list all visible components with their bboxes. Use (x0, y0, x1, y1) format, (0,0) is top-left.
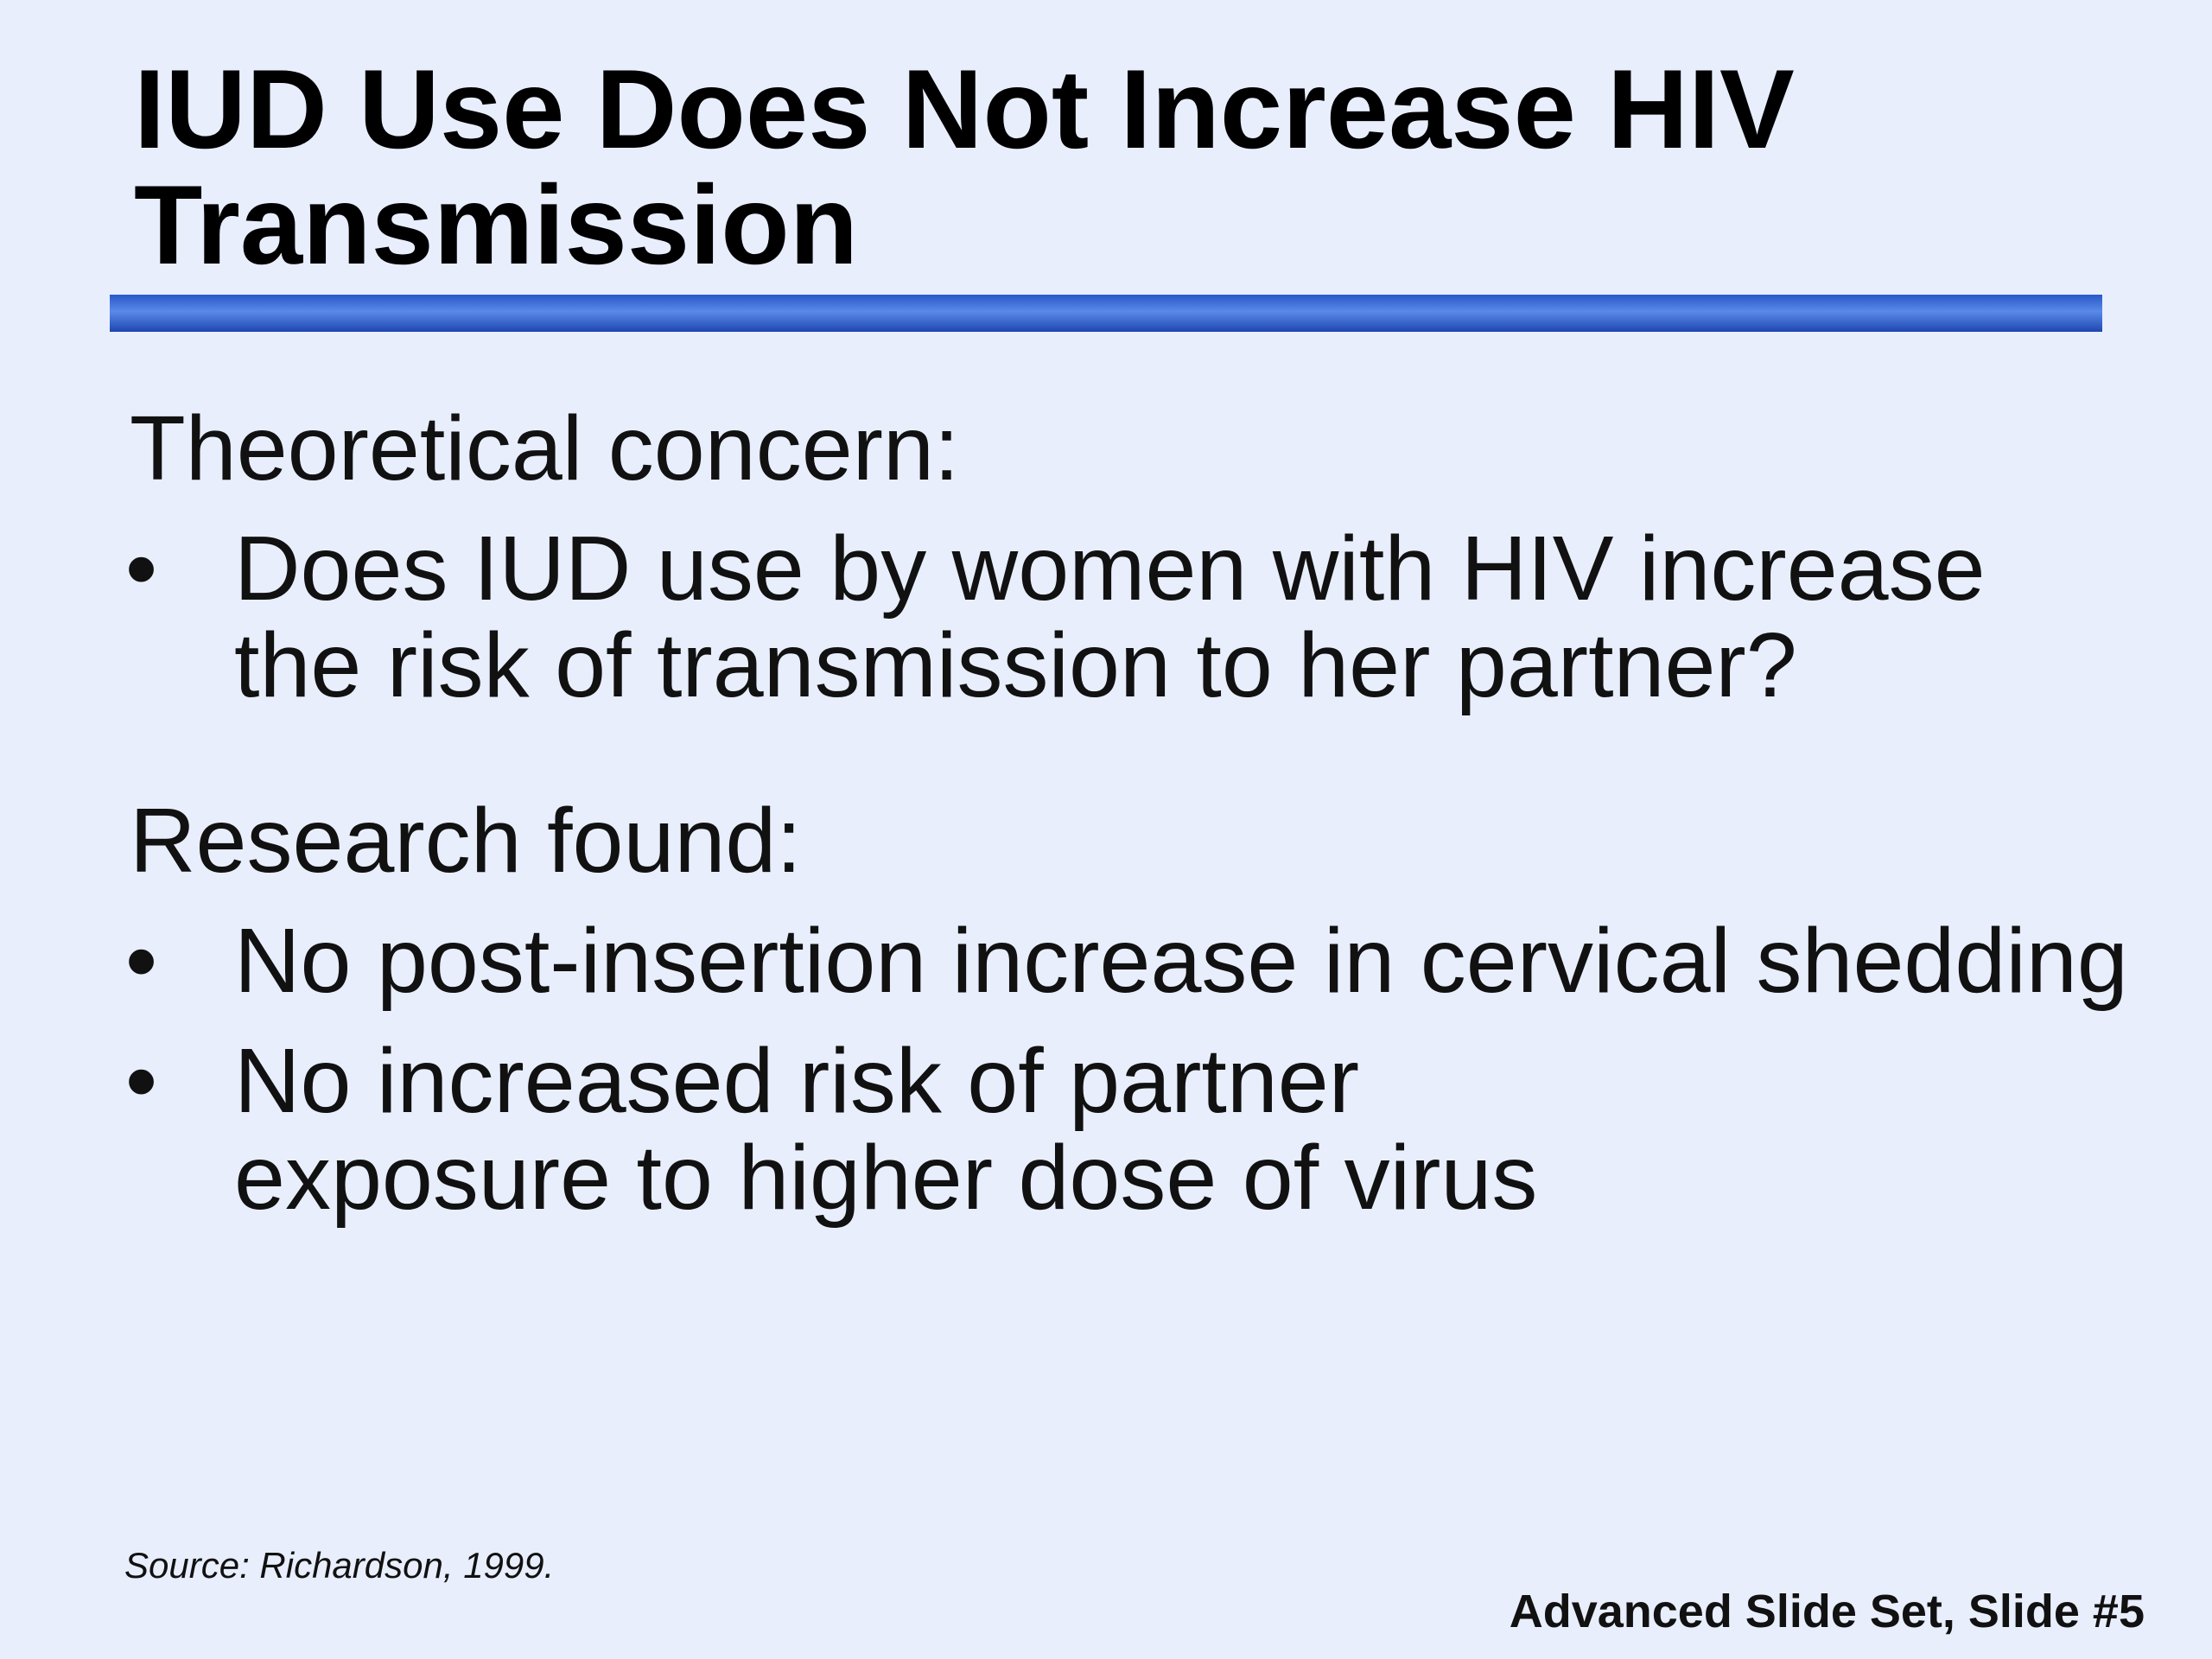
slide-title: Transmission (134, 162, 858, 288)
section-heading: Theoretical concern: (130, 397, 959, 499)
slide-title: IUD Use Does Not Increase HIV (134, 46, 1795, 172)
title-rule (110, 295, 2102, 332)
bullet-marker: • (125, 910, 157, 1012)
bullet-text: No increased risk of partner (234, 1030, 1359, 1132)
bullet-marker: • (125, 1030, 157, 1132)
bullet-text: No post-insertion increase in cervical s… (234, 910, 2128, 1012)
bullet-text: Does IUD use by women with HIV increase (234, 518, 1986, 620)
section-heading: Research found: (130, 790, 802, 892)
bullet-text: the risk of transmission to her partner? (234, 614, 1797, 716)
bullet-marker: • (125, 518, 157, 620)
source: Source: Richardson, 1999. (124, 1545, 554, 1586)
footer: Advanced Slide Set, Slide #5 (1510, 1586, 2145, 1637)
bullet-text: exposure to higher dose of virus (234, 1127, 1537, 1229)
